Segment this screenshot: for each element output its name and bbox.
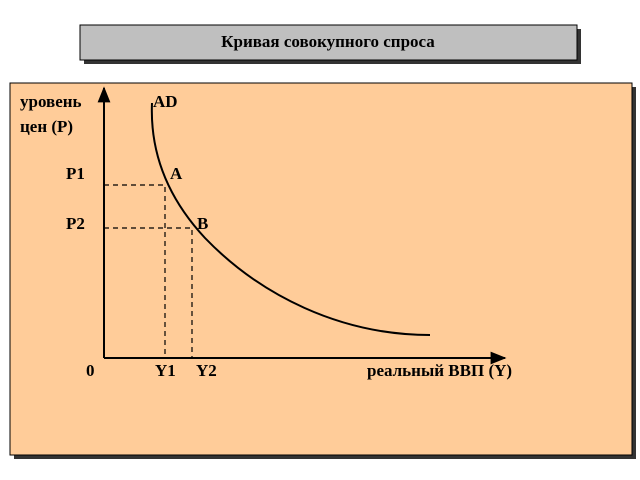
curve-label: AD <box>153 92 178 111</box>
y-axis-label: уровень <box>20 92 82 111</box>
origin-label: 0 <box>86 361 95 380</box>
y-axis-label: цен (P) <box>20 117 73 136</box>
point-label: A <box>170 164 183 183</box>
output-label: Y2 <box>196 361 217 380</box>
ad-curve <box>150 102 431 336</box>
x-axis-label: реальный ВВП (Y) <box>367 361 512 380</box>
price-label: P1 <box>66 164 85 183</box>
title: Кривая совокупного спроса <box>221 32 435 51</box>
guide-b <box>104 227 193 358</box>
point-label: B <box>197 214 208 233</box>
price-label: P2 <box>66 214 85 233</box>
panel <box>9 82 633 456</box>
guide-a <box>104 184 166 358</box>
output-label: Y1 <box>155 361 176 380</box>
title-box <box>79 24 578 61</box>
